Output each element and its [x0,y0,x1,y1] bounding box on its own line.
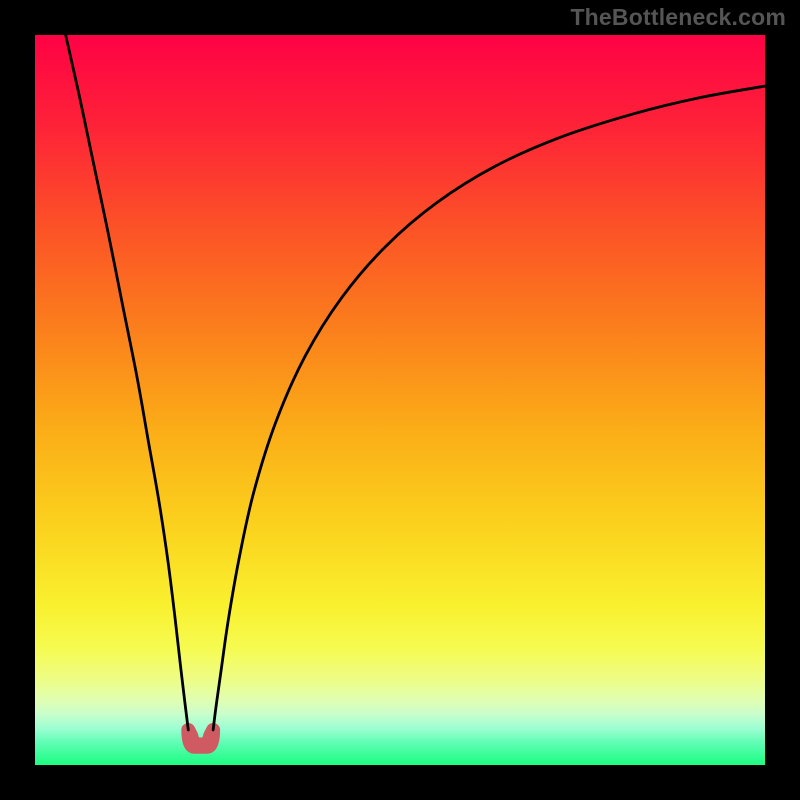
chart-frame [35,35,765,765]
watermark-text: TheBottleneck.com [570,4,786,31]
chart-stage: TheBottleneck.com [0,0,800,800]
bottleneck-curve-svg [35,35,765,765]
curve-right [213,86,765,730]
curve-left [66,35,189,730]
dip-marker [188,730,213,747]
